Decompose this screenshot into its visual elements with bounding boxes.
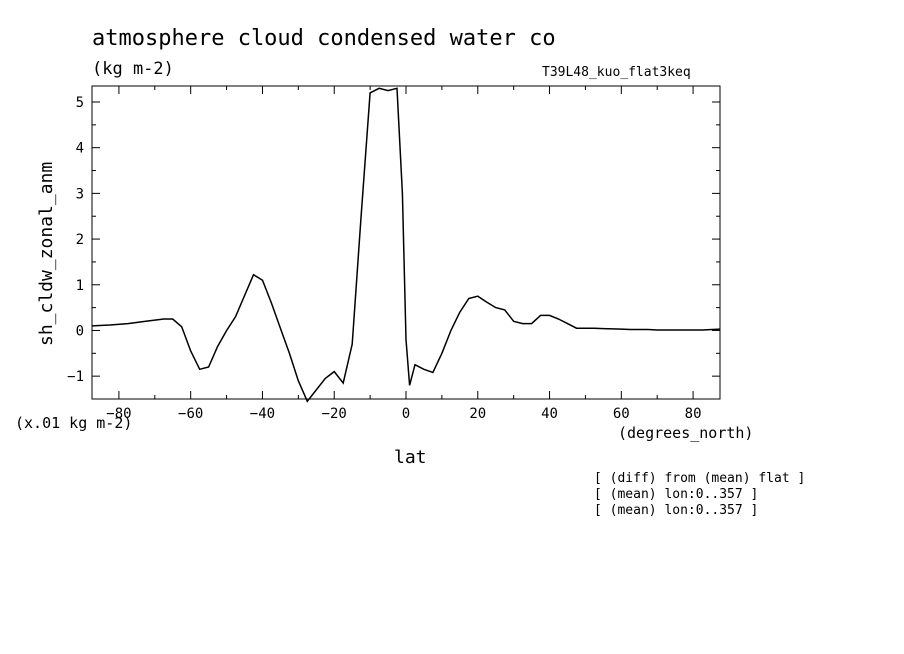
x-tick-label: 40 (541, 406, 558, 422)
annotation-diff: [ (diff) from (mean) flat ] (594, 471, 805, 486)
y-tick-label: 2 (76, 232, 84, 248)
x-tick-label: −20 (322, 406, 347, 422)
x-units-label: (degrees_north) (618, 424, 753, 442)
y-tick-label: −1 (67, 369, 84, 385)
units-label: (kg m-2) (92, 59, 174, 79)
x-tick-label: −40 (250, 406, 275, 422)
series-line (91, 87, 721, 403)
chart-title: atmosphere cloud condensed water co (92, 26, 556, 51)
y-scale-note: (x.01 kg m-2) (15, 414, 132, 432)
x-tick-label: 20 (469, 406, 486, 422)
y-tick-label: 4 (76, 141, 84, 157)
x-tick-label: −60 (178, 406, 203, 422)
plot-area: −80 −60 −40 −20 0 20 40 60 80 −1 0 1 2 3 4 5 (67, 85, 721, 422)
y-tick-label: 5 (76, 95, 84, 111)
annotation-mean-lon-1: [ (mean) lon:0..357 ] (594, 487, 758, 502)
x-tick-label: 80 (685, 406, 702, 422)
x-axis-label: lat (394, 447, 427, 468)
y-axis-label: sh_cldw_zonal_anm (36, 162, 57, 346)
y-tick-label: 0 (76, 323, 84, 339)
annotation-mean-lon-2: [ (mean) lon:0..357 ] (594, 503, 758, 518)
x-tick-label: −80 (106, 406, 131, 422)
y-tick-label: 1 (76, 278, 84, 294)
x-tick-label: 0 (402, 406, 410, 422)
x-tick-label: 60 (613, 406, 630, 422)
axis-tick-labels: −80 −60 −40 −20 0 20 40 60 80 −1 0 1 2 3 4 5 (67, 95, 701, 422)
axis-ticks (92, 86, 720, 400)
y-tick-label: 3 (76, 186, 84, 202)
plot-frame (91, 85, 721, 400)
experiment-label: T39L48_kuo_flat3keq (542, 65, 691, 80)
